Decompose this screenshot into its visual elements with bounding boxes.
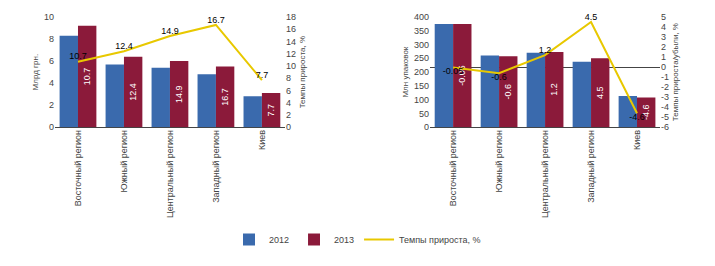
svg-text:Темпы прироста/убыли, %: Темпы прироста/убыли, % [671, 23, 680, 121]
svg-text:10.7: 10.7 [82, 68, 92, 86]
svg-text:0: 0 [49, 122, 54, 132]
svg-text:1: 1 [661, 52, 666, 62]
svg-text:16.7: 16.7 [220, 88, 230, 106]
svg-text:Южный регион: Южный регион [119, 130, 129, 192]
svg-text:2012: 2012 [269, 235, 289, 245]
svg-text:-0.6: -0.6 [491, 72, 507, 82]
svg-text:-3: -3 [661, 92, 669, 102]
svg-text:-1: -1 [661, 72, 669, 82]
svg-text:4.5: 4.5 [585, 12, 598, 22]
svg-text:0: 0 [661, 62, 666, 72]
svg-text:8: 8 [286, 73, 291, 83]
svg-text:Западный регион: Западный регион [211, 130, 221, 203]
svg-text:-2: -2 [661, 82, 669, 92]
svg-text:Восточный регион: Восточный регион [73, 130, 83, 206]
svg-text:-0.05: -0.05 [457, 65, 467, 86]
svg-text:Южный регион: Южный регион [494, 130, 504, 192]
svg-text:Центральный регион: Центральный регион [540, 130, 550, 218]
svg-text:100: 100 [414, 95, 429, 105]
svg-text:Западный регион: Западный регион [586, 130, 596, 203]
svg-text:16: 16 [286, 24, 296, 34]
svg-text:4: 4 [286, 98, 291, 108]
svg-text:7.7: 7.7 [266, 104, 276, 117]
svg-text:12: 12 [286, 49, 296, 59]
svg-text:Восточный регион: Восточный регион [448, 130, 458, 206]
svg-text:Млн упаковок: Млн упаковок [401, 46, 410, 97]
svg-text:6: 6 [49, 56, 54, 66]
svg-text:50: 50 [419, 109, 429, 119]
svg-text:-4: -4 [661, 102, 669, 112]
svg-text:4.5: 4.5 [595, 87, 605, 100]
svg-text:18: 18 [286, 12, 296, 22]
svg-text:Киев: Киев [257, 130, 267, 150]
svg-text:14.9: 14.9 [174, 85, 184, 103]
svg-text:3: 3 [661, 32, 666, 42]
svg-text:-0.05: -0.05 [443, 66, 464, 76]
svg-text:200: 200 [414, 67, 429, 77]
svg-text:Млрд грн.: Млрд грн. [31, 54, 40, 90]
svg-text:-6: -6 [661, 122, 669, 132]
svg-text:Киев: Киев [632, 130, 642, 150]
svg-text:350: 350 [414, 26, 429, 36]
svg-text:-5: -5 [661, 112, 669, 122]
svg-text:5: 5 [661, 12, 666, 22]
svg-text:Темпы прироста, %: Темпы прироста, % [298, 36, 307, 108]
svg-text:2: 2 [49, 100, 54, 110]
svg-text:-4.6: -4.6 [629, 112, 645, 122]
svg-text:-4.6: -4.6 [641, 105, 651, 121]
svg-text:8: 8 [49, 34, 54, 44]
svg-text:250: 250 [414, 53, 429, 63]
svg-text:6: 6 [286, 86, 291, 96]
svg-text:Центральный регион: Центральный регион [165, 130, 175, 218]
svg-text:10: 10 [286, 61, 296, 71]
svg-text:1.2: 1.2 [549, 83, 559, 96]
svg-text:-0.6: -0.6 [503, 84, 513, 100]
svg-text:2: 2 [286, 110, 291, 120]
svg-text:12.4: 12.4 [128, 83, 138, 101]
svg-text:14.9: 14.9 [161, 26, 179, 36]
svg-text:0: 0 [286, 122, 291, 132]
svg-text:4: 4 [661, 22, 666, 32]
svg-text:10.7: 10.7 [69, 51, 87, 61]
svg-text:10: 10 [44, 12, 54, 22]
svg-text:1.2: 1.2 [539, 45, 552, 55]
svg-text:12.4: 12.4 [115, 41, 133, 51]
svg-text:16.7: 16.7 [207, 15, 225, 25]
svg-text:4: 4 [49, 78, 54, 88]
svg-text:2013: 2013 [334, 235, 354, 245]
svg-text:150: 150 [414, 81, 429, 91]
svg-text:Темпы прироста, %: Темпы прироста, % [399, 235, 480, 245]
svg-text:2: 2 [661, 42, 666, 52]
svg-text:400: 400 [414, 12, 429, 22]
svg-text:300: 300 [414, 40, 429, 50]
svg-text:14: 14 [286, 37, 296, 47]
svg-text:0: 0 [424, 122, 429, 132]
svg-text:7.7: 7.7 [256, 70, 269, 80]
